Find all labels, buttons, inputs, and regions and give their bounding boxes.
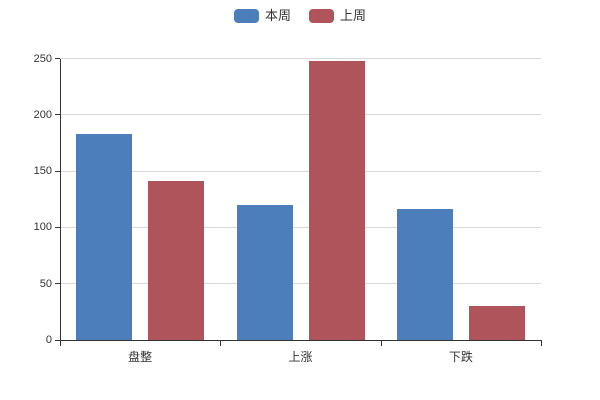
legend-label-last-week: 上周: [340, 8, 367, 23]
y-axis-tick: [55, 58, 60, 59]
y-axis-line: [60, 58, 61, 341]
y-axis-tick-label: 50: [39, 277, 52, 290]
y-axis-tick: [55, 339, 60, 341]
y-gridline: [60, 283, 541, 285]
bar-this-week-cat2[interactable]: [236, 204, 293, 340]
y-axis-tick: [55, 226, 60, 228]
bar-last-week-cat3[interactable]: [468, 306, 525, 340]
bar-this-week-cat3[interactable]: [396, 209, 453, 340]
y-axis-tick: [55, 283, 60, 285]
bar-last-week-cat2[interactable]: [308, 60, 365, 340]
y-axis-tick-label: 0: [45, 334, 52, 346]
legend-swatch-this-week: [233, 9, 259, 23]
legend-item-last-week[interactable]: 上周: [309, 9, 366, 23]
x-axis-tick: [60, 340, 61, 346]
x-category-label: 下跌: [448, 350, 473, 364]
legend-item-this-week[interactable]: 本周: [233, 8, 291, 23]
y-gridline: [60, 58, 541, 59]
bar-last-week-cat1[interactable]: [148, 181, 205, 340]
bar-this-week-cat1[interactable]: [76, 133, 133, 340]
x-axis-tick: [541, 340, 542, 346]
y-axis-tick-label: 100: [33, 221, 52, 234]
x-axis-line: [60, 340, 542, 341]
y-gridline: [60, 114, 541, 116]
y-axis-tick: [55, 114, 60, 116]
legend-label-this-week: 本周: [264, 8, 291, 23]
y-axis-tick-label: 250: [33, 52, 52, 65]
x-axis-tick: [220, 340, 222, 346]
y-axis-tick: [55, 170, 60, 172]
x-category-label: 盘整: [128, 350, 153, 364]
y-gridline: [60, 170, 541, 172]
x-category-label: 上涨: [288, 350, 313, 364]
y-axis-tick-label: 200: [33, 108, 52, 121]
x-axis-tick: [380, 340, 382, 346]
legend: 本周 上周: [0, 9, 600, 23]
y-axis-tick-label: 150: [33, 165, 52, 178]
legend-swatch-last-week: [309, 9, 334, 23]
y-gridline: [60, 226, 541, 228]
